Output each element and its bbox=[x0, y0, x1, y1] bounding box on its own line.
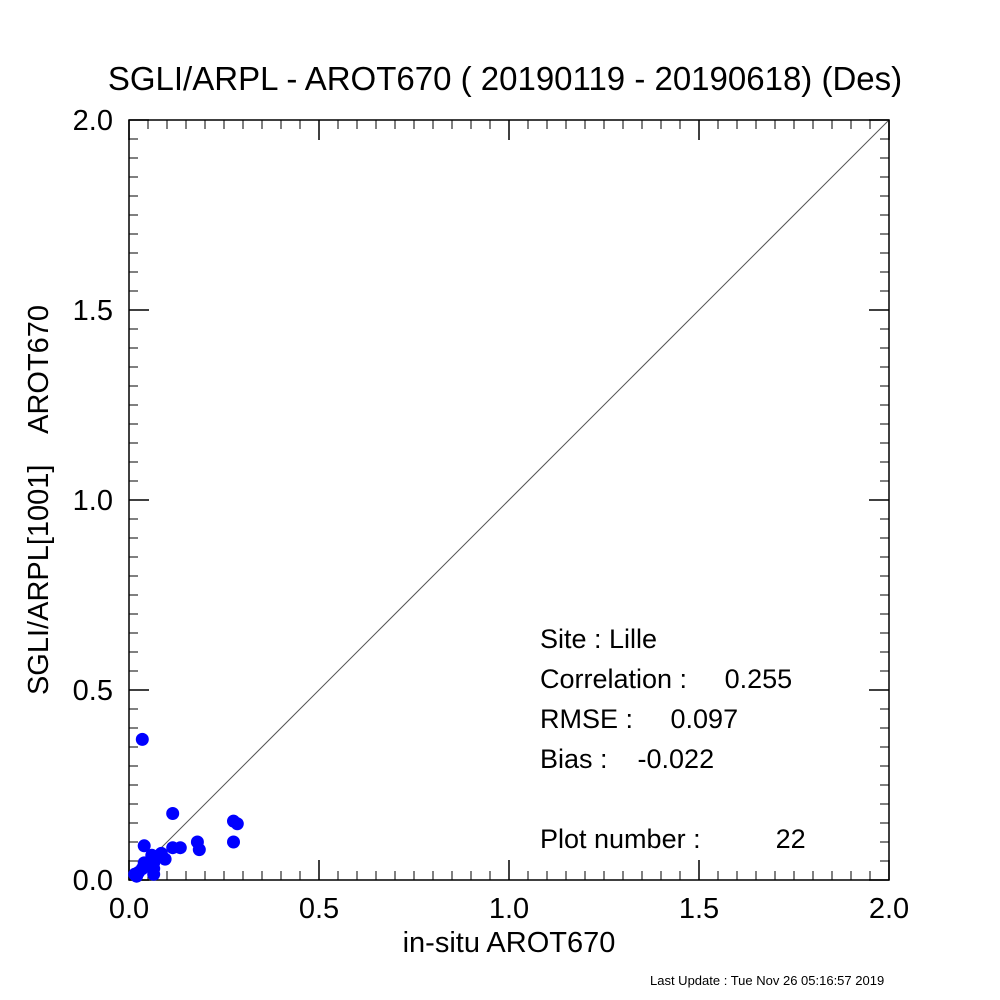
last-update-label: Last Update : Tue Nov 26 05:16:57 2019 bbox=[650, 973, 884, 988]
rmse-label: RMSE : 0.097 bbox=[540, 704, 738, 734]
y-tick-labels: 0.0 0.5 1.0 1.5 2.0 bbox=[73, 105, 113, 897]
y-tick-label: 1.5 bbox=[73, 295, 113, 327]
data-point bbox=[227, 835, 240, 849]
x-axis-label: in-situ AROT670 bbox=[403, 927, 616, 959]
correlation-label: Correlation : 0.255 bbox=[540, 664, 792, 694]
y-tick-label: 1.0 bbox=[73, 485, 113, 517]
data-point bbox=[166, 807, 180, 820]
data-point bbox=[145, 848, 159, 862]
minor-ticks bbox=[129, 120, 889, 880]
x-tick-label: 0.5 bbox=[299, 893, 339, 925]
x-tick-label: 2.0 bbox=[869, 893, 909, 925]
plot-frame bbox=[128, 119, 890, 881]
data-point bbox=[137, 839, 151, 853]
y-tick-label: 0.5 bbox=[73, 675, 113, 707]
data-point bbox=[147, 867, 161, 881]
y-axis-label: SGLI/ARPL[1001] AROT670 bbox=[23, 305, 55, 695]
data-points bbox=[128, 732, 244, 883]
y-tick-label: 0.0 bbox=[73, 865, 113, 897]
plot-number-label: Plot number : 22 bbox=[540, 824, 806, 854]
site-label: Site : Lille bbox=[540, 624, 657, 654]
x-tick-label: 1.0 bbox=[489, 893, 529, 925]
chart-title: SGLI/ARPL - AROT670 ( 20190119 - 2019061… bbox=[108, 60, 902, 97]
data-point bbox=[192, 843, 206, 857]
one-to-one-line bbox=[128, 119, 890, 881]
x-tick-label: 1.5 bbox=[679, 893, 719, 925]
y-tick-label: 2.0 bbox=[73, 105, 113, 137]
x-tick-label: 0.0 bbox=[109, 893, 149, 925]
bias-label: Bias : -0.022 bbox=[540, 744, 714, 774]
data-point bbox=[230, 817, 244, 831]
data-point bbox=[128, 867, 142, 881]
statistics-box: Site : Lille Correlation : 0.255 RMSE : … bbox=[540, 624, 806, 854]
data-point bbox=[166, 841, 180, 855]
x-tick-labels: 0.0 0.5 1.0 1.5 2.0 bbox=[109, 893, 909, 925]
data-point bbox=[135, 732, 149, 746]
